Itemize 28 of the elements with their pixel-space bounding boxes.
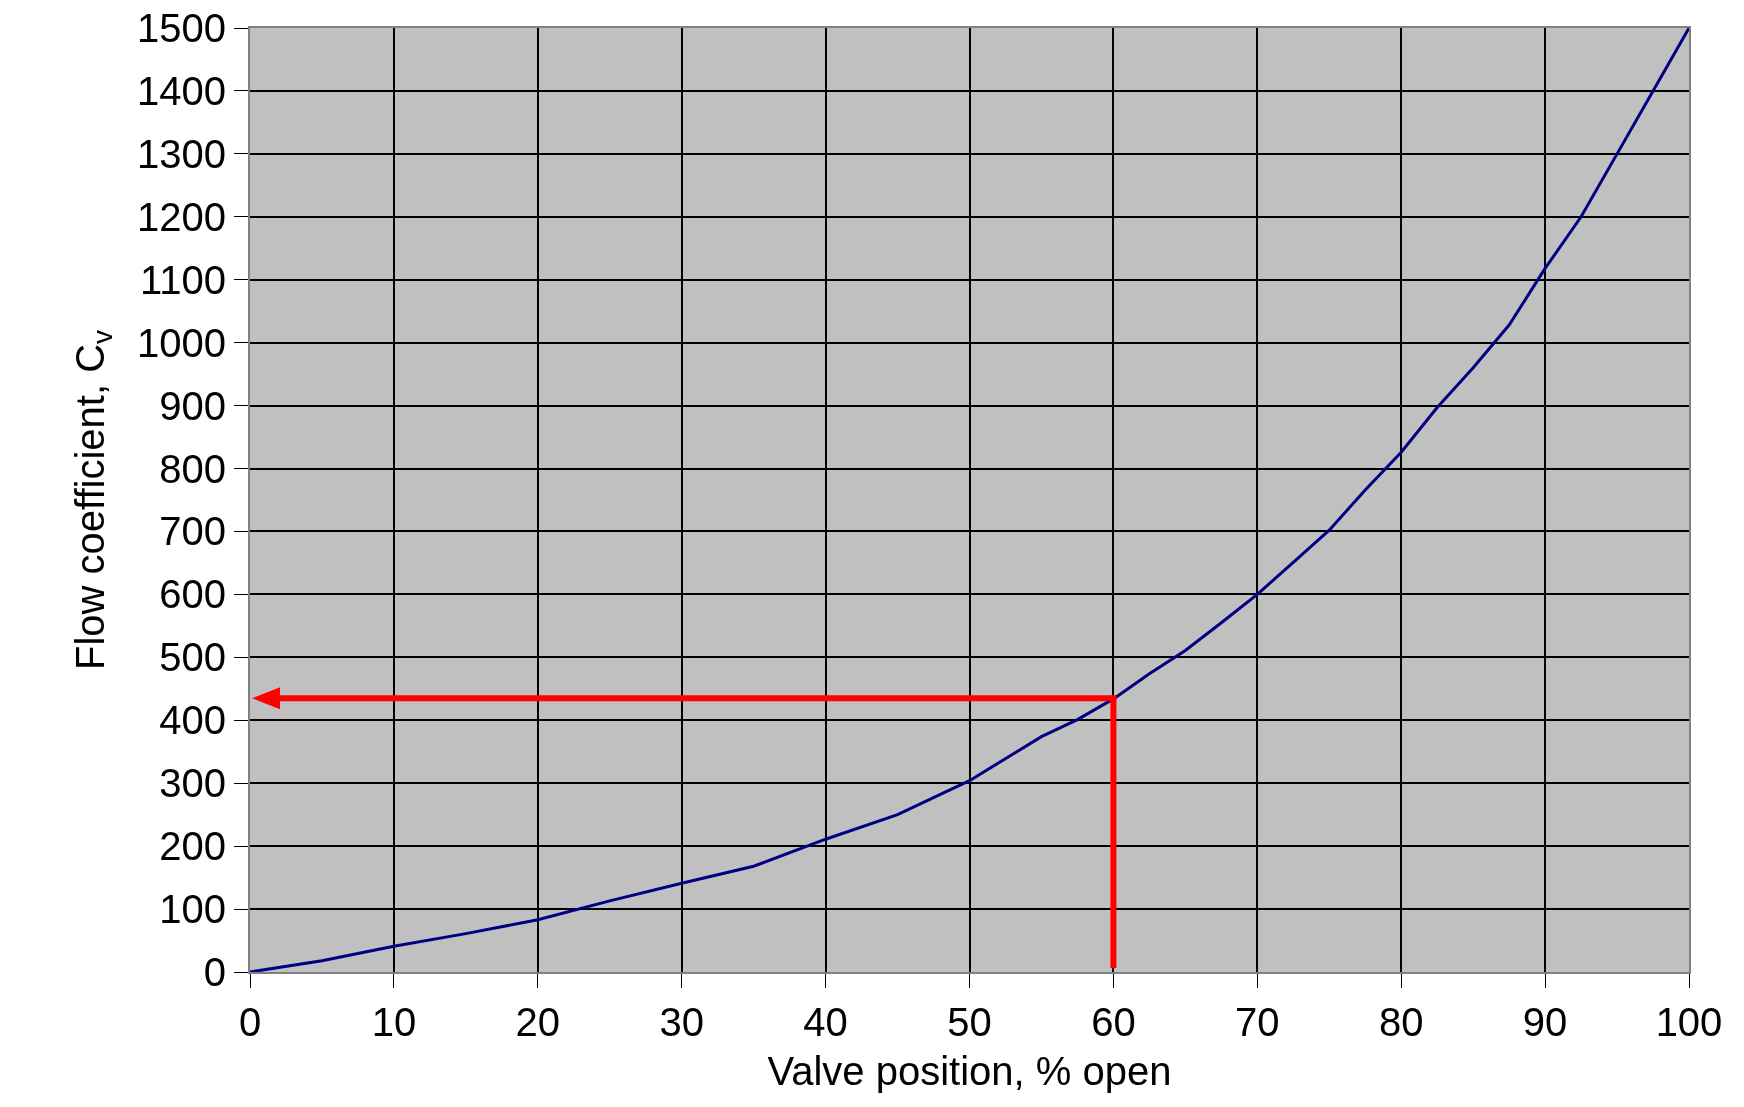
- y-tick-label: 1000: [137, 320, 226, 365]
- y-tick-label: 500: [159, 635, 226, 680]
- x-tick-label: 60: [1091, 1000, 1136, 1044]
- y-tick-label: 900: [159, 383, 226, 428]
- x-tick-label: 20: [515, 1000, 561, 1044]
- y-tick-label: 1200: [137, 194, 226, 239]
- x-axis-title: Valve position, % open: [767, 1049, 1172, 1093]
- y-tick-label: 700: [159, 509, 226, 554]
- x-tick-label: 90: [1522, 1000, 1568, 1044]
- y-tick-label: 1100: [139, 257, 226, 302]
- x-tick-label: 100: [1655, 1000, 1723, 1044]
- y-tick-label: 300: [159, 761, 226, 806]
- x-tick-label: 0: [238, 1000, 262, 1044]
- y-tick-label: 1400: [137, 68, 226, 113]
- y-tick-label: 600: [159, 572, 226, 617]
- y-tick-label: 100: [159, 887, 226, 932]
- x-tick-label: 10: [371, 1000, 417, 1044]
- y-tick-label: 0: [203, 950, 226, 994]
- x-tick-label: 30: [659, 1000, 704, 1044]
- x-tick-label: 80: [1378, 1000, 1424, 1044]
- y-tick-label: 1500: [137, 6, 226, 50]
- x-tick-label: 70: [1235, 1000, 1280, 1044]
- y-tick-label: 400: [159, 698, 226, 743]
- y-tick-label: 800: [159, 446, 226, 491]
- x-tick-label: 50: [947, 1000, 992, 1044]
- x-tick-label: 40: [803, 1000, 848, 1044]
- y-tick-label: 1300: [137, 131, 226, 176]
- y-tick-label: 200: [159, 824, 226, 869]
